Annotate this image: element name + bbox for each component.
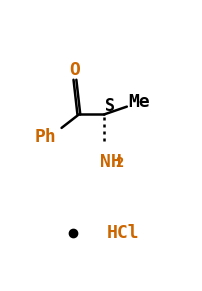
Text: NH: NH <box>100 152 121 171</box>
Text: HCl: HCl <box>107 224 139 242</box>
Text: 2: 2 <box>115 156 123 170</box>
Text: Me: Me <box>127 93 149 111</box>
Text: Ph: Ph <box>34 128 56 146</box>
Text: S: S <box>104 97 114 114</box>
Text: O: O <box>69 61 80 79</box>
